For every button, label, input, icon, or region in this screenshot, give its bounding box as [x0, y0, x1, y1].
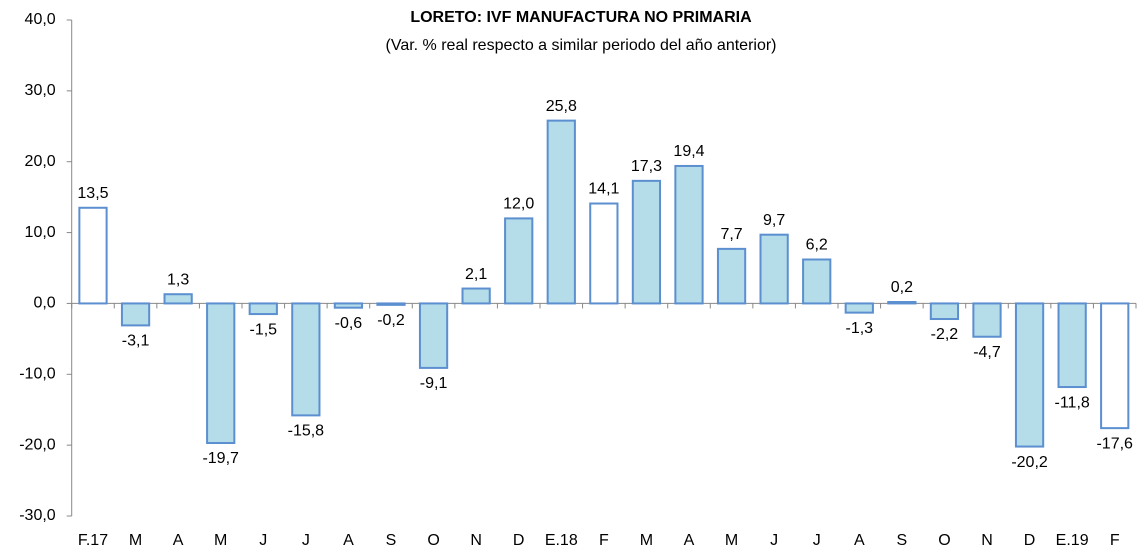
bar: [887, 301, 917, 305]
bar: [78, 206, 108, 305]
bar: [929, 302, 960, 321]
y-tick-label: 20,0: [25, 153, 56, 170]
x-tick-label: M: [640, 532, 653, 549]
x-tick-label: N: [470, 532, 482, 549]
x-tick-label: F: [599, 532, 609, 549]
x-tick-label: N: [981, 532, 993, 549]
value-label: 12,0: [503, 196, 534, 213]
value-label: -19,7: [202, 450, 239, 467]
chart-subtitle: (Var. % real respecto a similar periodo …: [386, 37, 777, 54]
value-label: -1,3: [845, 320, 873, 337]
bar: [716, 247, 747, 305]
x-tick-label: J: [259, 532, 267, 549]
value-label: 9,7: [763, 212, 785, 229]
x-tick-label: M: [214, 532, 227, 549]
y-tick-label: -30,0: [19, 507, 56, 524]
x-tick-label: J: [770, 532, 778, 549]
value-label: 25,8: [546, 98, 577, 115]
value-label: -9,1: [420, 375, 448, 392]
x-tick-label: F.17: [78, 532, 108, 549]
value-label: -11,8: [1055, 394, 1090, 411]
y-tick-label: 0,0: [33, 295, 55, 312]
bar: [802, 258, 832, 305]
x-tick-label: A: [343, 532, 354, 549]
bar: [1057, 302, 1087, 389]
bar: [418, 302, 449, 369]
x-tick-label: E.19: [1056, 532, 1089, 549]
bar: [1100, 302, 1130, 430]
value-label: 19,4: [673, 143, 704, 160]
bar: [546, 119, 576, 305]
bar: [589, 202, 619, 305]
bar: [631, 179, 662, 305]
bar: [844, 302, 874, 314]
bar: [163, 293, 193, 305]
x-tick-label: F: [1110, 532, 1120, 549]
value-label: 1,3: [167, 271, 189, 288]
value-label: -3,1: [122, 333, 150, 350]
x-tick-label: S: [386, 532, 397, 549]
y-tick-label: -20,0: [19, 436, 56, 453]
x-tick-label: D: [513, 532, 525, 549]
bar: [120, 302, 151, 327]
y-tick-label: 10,0: [25, 224, 56, 241]
value-label: -0,2: [377, 312, 405, 329]
value-label: 17,3: [631, 158, 662, 175]
x-tick-label: A: [173, 532, 184, 549]
value-label: -20,2: [1011, 454, 1048, 471]
value-label: 7,7: [720, 226, 742, 243]
bar: [248, 302, 278, 316]
x-tick-label: J: [813, 532, 821, 549]
bar: [759, 233, 789, 305]
value-label: -2,2: [931, 326, 959, 343]
x-tick-label: A: [684, 532, 695, 549]
value-label: 13,5: [77, 185, 108, 202]
value-label: 0,2: [891, 279, 913, 296]
bar: [674, 164, 704, 305]
y-tick-label: 40,0: [25, 11, 56, 28]
value-label: -15,8: [288, 423, 325, 440]
bar: [206, 302, 236, 445]
value-label: 14,1: [588, 181, 619, 198]
x-tick-label: M: [129, 532, 142, 549]
x-tick-label: D: [1024, 532, 1036, 549]
bar: [291, 302, 321, 417]
x-tick-label: S: [897, 532, 908, 549]
value-label: -17,6: [1096, 435, 1133, 452]
x-tick-label: O: [427, 532, 439, 549]
bar: [461, 287, 491, 305]
bar: [1014, 302, 1045, 448]
y-tick-label: 30,0: [25, 82, 56, 99]
x-tick-label: E.18: [545, 532, 578, 549]
bar: [504, 217, 534, 305]
value-label: -1,5: [249, 321, 277, 338]
bar: [376, 302, 406, 306]
x-tick-label: O: [938, 532, 950, 549]
x-tick-label: J: [302, 532, 310, 549]
chart-title: LORETO: IVF MANUFACTURA NO PRIMARIA: [410, 9, 752, 26]
value-label: 6,2: [806, 237, 828, 254]
x-tick-label: M: [725, 532, 738, 549]
y-tick-label: -10,0: [19, 366, 56, 383]
x-tick-label: A: [854, 532, 865, 549]
bar: [972, 302, 1002, 338]
bar: [333, 302, 364, 309]
value-label: 2,1: [465, 266, 487, 283]
value-label: -4,7: [973, 344, 1001, 361]
value-label: -0,6: [335, 315, 363, 332]
